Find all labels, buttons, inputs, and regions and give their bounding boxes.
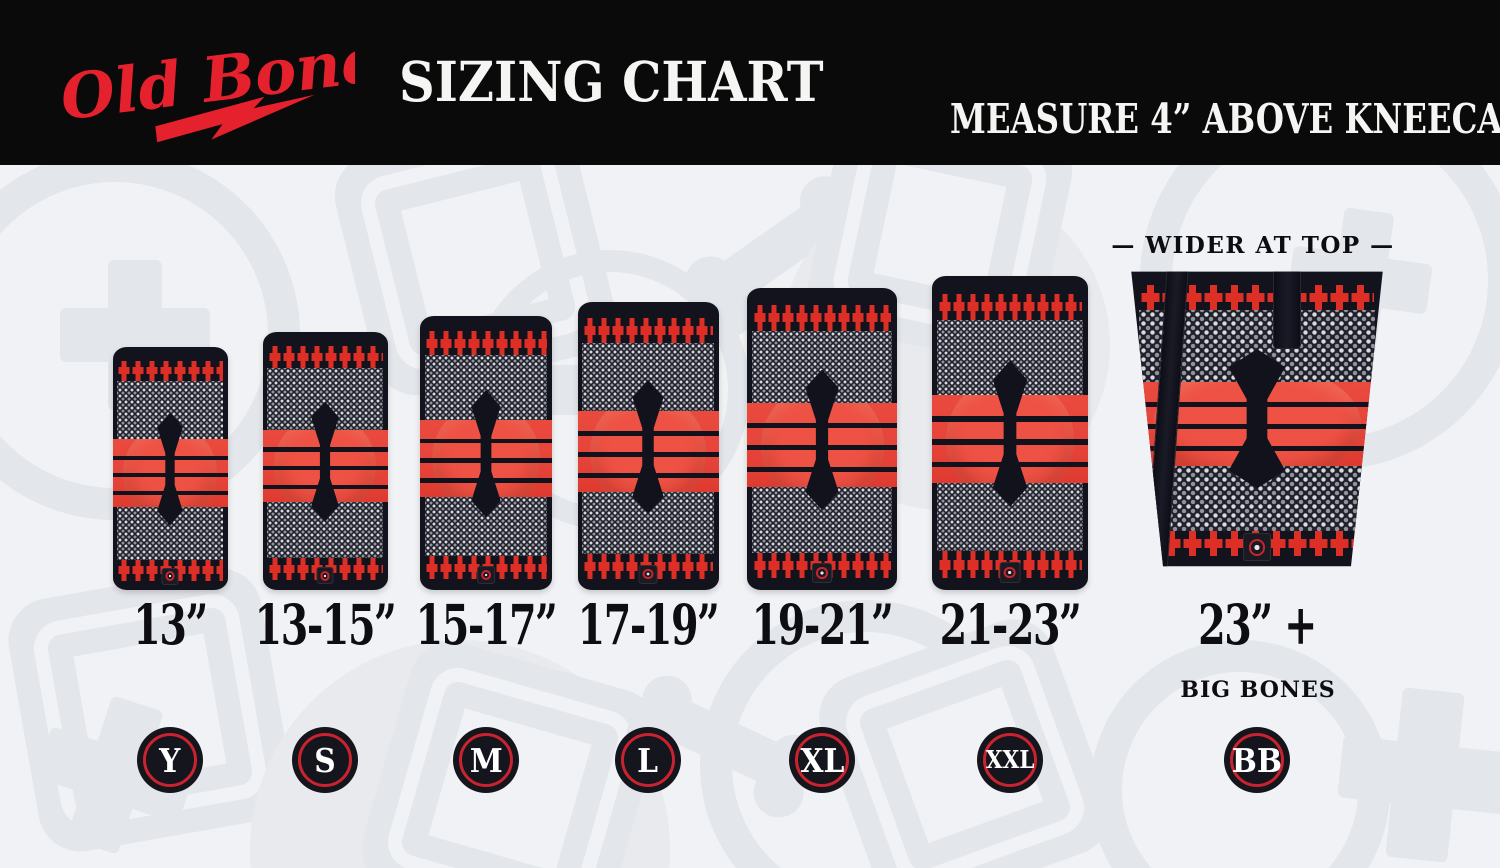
lightning-bolt-icon: [155, 94, 315, 143]
page-title: SIZING CHART: [399, 49, 824, 114]
brand-tag: [478, 567, 494, 583]
wider-at-top-note: — WIDER AT TOP —: [1111, 232, 1395, 259]
measurement-label: 19-21”: [751, 592, 894, 657]
brand-tag-cross-icon: [1248, 538, 1266, 556]
sleeve-upper-knit: [116, 381, 224, 440]
brand-tag-cross-icon: [642, 568, 654, 580]
measurement-label: 23” +: [1198, 592, 1317, 657]
knee-sleeve-illustration: [420, 316, 552, 590]
size-badge-letter: M: [469, 740, 503, 780]
size-badge-letter: XL: [800, 740, 844, 780]
header-bar: Old Bones SIZING CHART MEASURE 4” ABOVE …: [0, 0, 1500, 165]
size-badge-letter: L: [637, 740, 659, 780]
knee-sleeve-illustration: [1131, 271, 1383, 567]
size-badge[interactable]: M: [453, 727, 519, 793]
knee-sleeve-illustration: [112, 347, 228, 590]
sleeve-top-cross-trim: [753, 304, 891, 331]
size-badge[interactable]: L: [615, 727, 681, 793]
size-badge-letter: BB: [1231, 740, 1283, 780]
measurement-label: 17-19”: [577, 592, 720, 657]
brand-tag-cross-icon: [1004, 566, 1016, 579]
sleeve-top-cross-trim: [583, 318, 713, 343]
size-badge-letter: S: [314, 740, 336, 780]
knee-sleeve-illustration: [577, 302, 719, 590]
sleeve-lower-knit: [424, 496, 548, 556]
brand-tag-cross-icon: [480, 569, 492, 581]
measurement-label: 15-17”: [415, 592, 558, 657]
measurement-label: 13-15”: [254, 592, 397, 657]
old-bones-logo: Old Bones: [57, 19, 355, 143]
sleeve-top-cross-trim: [267, 346, 383, 369]
brand-tag-cross-icon: [320, 571, 330, 581]
size-badge[interactable]: XL: [789, 727, 855, 793]
brand-tag: [317, 568, 333, 584]
brand-tag: [162, 568, 178, 584]
size-badge[interactable]: Y: [137, 727, 203, 793]
brand-tag: [1244, 534, 1270, 561]
brand-tag-cross-icon: [816, 567, 828, 579]
size-badge-letter: XXL: [985, 745, 1035, 774]
size-badge[interactable]: XXL: [977, 727, 1043, 793]
knee-sleeve-illustration: [932, 276, 1088, 590]
size-badge[interactable]: S: [292, 727, 358, 793]
brand-tag: [813, 564, 831, 583]
knee-sleeve-illustration: [262, 332, 388, 590]
sleeve-top-cross-trim: [425, 331, 547, 355]
size-badge-letter: Y: [159, 740, 181, 780]
knee-sleeve-illustration: [747, 288, 897, 590]
measurement-label: 13”: [133, 592, 208, 657]
sleeve-top-cross-trim: [117, 360, 223, 382]
brand-tag: [1000, 563, 1020, 582]
big-bones-note: BIG BONES: [1180, 677, 1336, 703]
measure-instruction: MEASURE 4” ABOVE KNEECAP: [950, 95, 1500, 143]
sleeve-top-cross-trim: [938, 293, 1082, 321]
brand-tag-cross-icon: [165, 571, 175, 581]
size-badge[interactable]: BB: [1224, 727, 1290, 793]
measurement-label: 21-23”: [939, 592, 1082, 657]
brand-tag: [639, 565, 657, 583]
top-strap: [1273, 271, 1301, 349]
